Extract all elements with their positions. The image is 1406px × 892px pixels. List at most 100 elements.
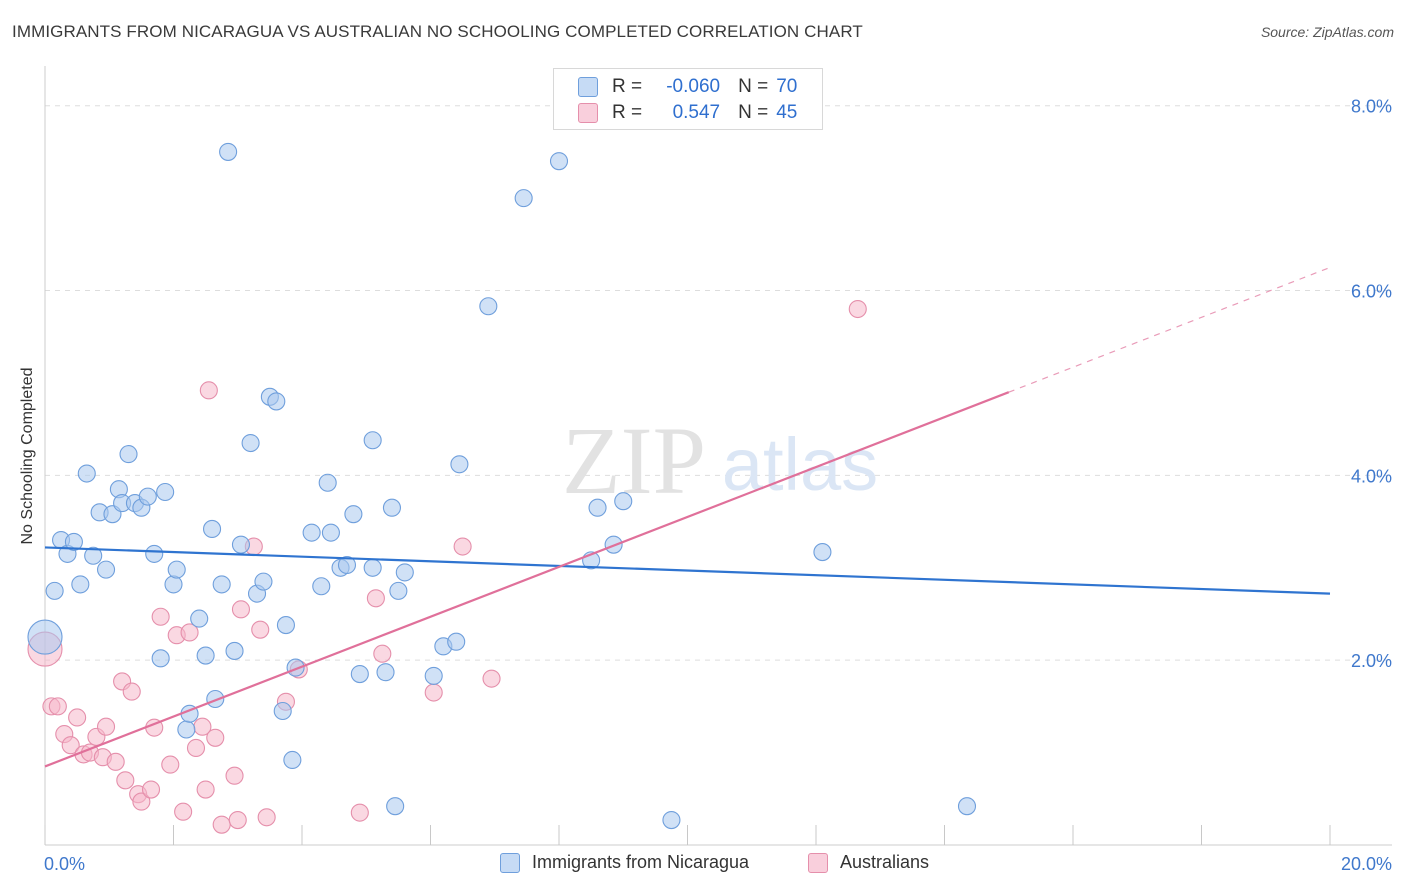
stats-row-blue: R = -0.060 N = 70 [554,74,797,100]
data-point [145,544,164,563]
data-point [267,392,286,411]
data-point [453,537,472,556]
data-point [283,750,302,770]
legend-swatch-blue [500,852,520,873]
legend-label: Immigrants from Nicaragua [532,852,750,872]
y-axis-label: No Schooling Completed [19,367,36,545]
data-point [273,701,292,721]
data-point [186,738,206,758]
data-point [164,575,183,594]
data-point [447,632,466,651]
data-point [45,581,64,600]
trendline-australians [44,391,1010,768]
data-point [241,433,260,453]
data-point [350,803,369,822]
data-point [254,572,273,591]
axes [44,66,1392,846]
legend-item-nicaragua[interactable]: Immigrants from Nicaragua [500,852,749,873]
data-point [219,142,238,161]
x-tick-label: 20.0% [1341,854,1392,874]
data-point [122,682,141,701]
data-point [116,771,135,790]
y-tick-label: 6.0% [1351,282,1392,302]
stats-legend: R = -0.060 N = 70 R = 0.547 N = 45 [553,68,823,130]
data-point [588,498,607,517]
data-point [71,575,90,594]
data-point [196,646,215,665]
watermark: ZIP atlas [562,407,878,514]
data-point [228,810,247,830]
data-point [96,560,116,579]
stats-r-value: 0.547 [672,102,721,123]
data-point [395,563,414,582]
y-tick-label: 8.0% [1351,97,1392,117]
data-point [363,431,382,450]
data-point [514,189,533,208]
data-point [276,616,295,635]
data-point [212,575,231,594]
data-point [373,644,392,663]
stats-n-label: N = [738,102,769,123]
trendline-nicaragua [44,546,1331,595]
data-point [119,445,138,464]
data-point [106,752,125,771]
data-point [161,755,180,774]
legend-item-australians[interactable]: Australians [808,852,929,873]
data-point [203,519,222,539]
y-tick-label: 4.0% [1351,466,1392,486]
trendlines [44,266,1331,768]
data-point [225,766,244,785]
data-point [344,505,363,524]
stats-r-label: R = [612,76,643,97]
trendline-australians-extension [1008,266,1331,393]
data-point [386,797,405,816]
data-point [167,560,186,579]
stats-swatch-pink [578,103,598,123]
data-point [549,152,569,171]
stats-r-value: -0.060 [666,76,721,97]
data-point [196,780,215,799]
series-australians [27,299,867,834]
data-point [138,487,157,506]
data-point [450,455,469,474]
data-point [180,623,199,642]
data-point [389,581,408,600]
data-point [312,577,331,596]
data-point [141,780,161,799]
data-point [350,664,369,684]
watermark-zip: ZIP [562,407,706,514]
data-point [479,297,498,316]
data-point [61,736,80,755]
data-point [151,607,170,626]
data-point [206,728,225,747]
data-point [257,808,276,827]
stats-n-label: N = [738,76,769,97]
data-point [848,299,867,319]
data-point [96,717,116,736]
chart-legend: Immigrants from Nicaragua Australians [0,852,1406,878]
data-point [132,792,151,811]
data-point [212,815,231,834]
data-point [225,641,244,660]
data-point [614,492,633,511]
data-point [302,523,321,542]
stats-n-value: 70 [776,76,798,97]
data-point [482,669,501,688]
data-point [190,609,209,628]
data-point [231,535,251,554]
gridlines [45,105,1392,661]
data-point [424,683,443,702]
data-point [363,558,382,577]
data-point [151,649,170,668]
stats-r-label: R = [612,102,643,123]
data-point [27,619,63,655]
data-point [84,546,103,565]
data-point [957,797,977,816]
data-point [251,620,270,639]
data-point [231,600,251,619]
source-label: Source: ZipAtlas.com [1260,24,1394,40]
legend-swatch-pink [808,852,828,873]
series-immigrants-from-nicaragua [27,142,977,830]
data-point [376,663,395,682]
